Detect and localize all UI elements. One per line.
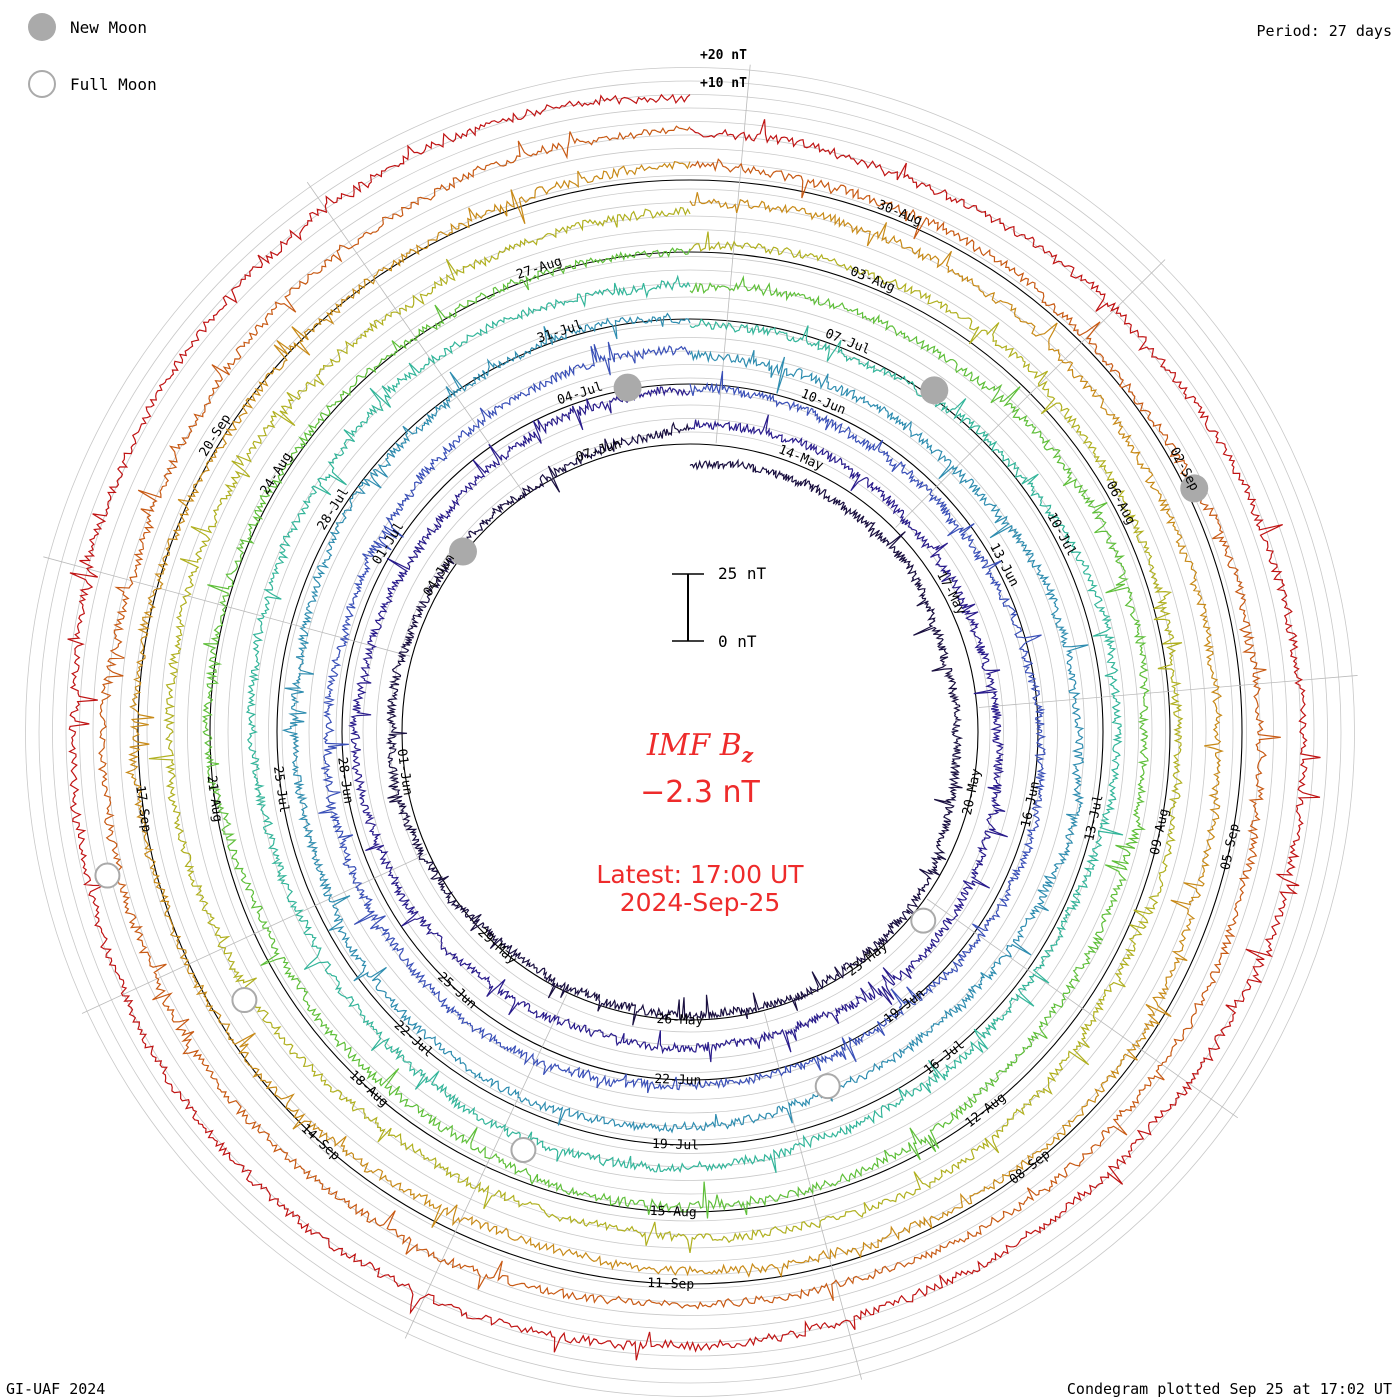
latest-time: Latest: 17:00 UT [596,860,804,889]
scale-bar [672,573,704,642]
reference-ring [92,134,1288,1330]
data-trace [281,312,1089,1134]
date-label: 10-Jun [799,387,848,419]
full-moon-marker [814,1073,841,1100]
date-label: 01-Jul [370,520,408,568]
reference-ring [281,323,1099,1141]
date-label: 17-Sep [132,785,153,834]
data-trace [245,274,1124,1174]
day-spoke [43,556,411,657]
parameter-name: IMF Bz [0,728,1400,767]
reference-ring [268,310,1112,1154]
day-spoke [81,853,428,1014]
new-moon-icon [28,13,56,41]
plotted-timestamp: Condegram plotted Sep 25 at 17:02 UT [1066,1380,1392,1398]
reference-ring [295,337,1085,1127]
period-label: Period: 27 days [1256,22,1392,40]
reference-ring [65,107,1315,1357]
data-trace [67,93,1321,1361]
full-moon-marker [510,1137,537,1164]
cycle-baseline [209,251,1171,1213]
reference-ring [25,67,1355,1397]
legend-full-moon: Full Moon [28,70,157,98]
day-spoke [895,259,1166,528]
full-moon-marker [94,862,121,889]
reference-ring [133,175,1247,1289]
date-label: 25-Jul [270,765,291,814]
reference-ring [173,215,1207,1249]
day-spoke [404,994,568,1339]
reference-ring [160,202,1220,1262]
latest-date: 2024-Sep-25 [619,888,781,917]
data-trace [124,161,1224,1279]
date-label: 11-Sep [647,1276,695,1293]
data-trace [97,125,1281,1310]
legend-new-moon: New Moon [28,13,147,41]
new-moon-marker [920,376,949,405]
date-label: 07-Jul [823,326,872,358]
reference-ring [146,188,1234,1276]
date-label: 14-May [776,442,825,474]
day-spoke [763,1012,863,1380]
reference-ring [376,418,1004,1046]
date-label: 31-Jul [535,318,584,347]
legend-new-moon-label: New Moon [70,17,148,37]
date-label: 24-Aug [258,450,296,498]
day-spoke [978,675,1358,708]
date-label: 15-Aug [649,1204,696,1221]
date-label: 14-Sep [298,1121,343,1164]
reference-ring [52,94,1328,1370]
full-moon-icon [28,70,56,98]
ring-scale-plus20: +20 nT [700,48,747,63]
reference-ring [322,364,1058,1100]
date-label: 19-Jul [652,1137,699,1154]
date-label: 26-May [656,1012,704,1029]
parameter-subscript: z [741,743,754,767]
ring-scale-plus10: +10 nT [700,76,747,91]
reference-ring [38,80,1342,1384]
cycle-baseline [276,318,1104,1146]
reference-ring [214,256,1166,1208]
legend-full-moon-label: Full Moon [70,74,157,94]
new-moon-marker [448,537,477,566]
scale-bottom-label: 0 nT [718,632,757,651]
full-moon-marker [231,987,258,1014]
date-label: 01-Jun [394,748,415,797]
data-trace [318,341,1047,1094]
date-label: 04-Jun [421,552,459,600]
data-trace [348,386,1008,1063]
data-traces [67,93,1321,1361]
date-label: 21-Aug [203,775,224,824]
credit-label: GI-UAF 2024 [6,1380,106,1398]
data-trace [148,206,1184,1254]
cycle-baseline [401,443,979,1021]
cycle-baseline [137,179,1243,1285]
data-trace [201,247,1150,1219]
day-spoke [926,898,1239,1119]
reference-ring [187,229,1193,1235]
new-moon-marker [1180,474,1209,503]
date-label: 07-Jun [574,437,623,466]
date-label: 28-Jul [315,485,353,533]
date-label: 22-Jun [654,1072,701,1089]
date-label: 12-Aug [963,1090,1009,1131]
new-moon-marker [613,373,642,402]
reference-ring [227,269,1153,1195]
reference-ring [241,283,1139,1181]
date-label: 28-Jun [334,756,355,805]
reference-ring [362,404,1018,1060]
scale-top-label: 25 nT [718,564,767,583]
latest-value: −2.3 nT [640,775,760,810]
date-label: 03-Aug [848,264,897,296]
reference-ring [106,148,1274,1316]
day-spoke [715,64,751,444]
data-trace [385,421,964,1026]
parameter-base: IMF B [646,728,742,763]
moon-markers [94,373,1209,1164]
reference-ring [389,431,991,1033]
full-moon-marker [910,907,937,934]
